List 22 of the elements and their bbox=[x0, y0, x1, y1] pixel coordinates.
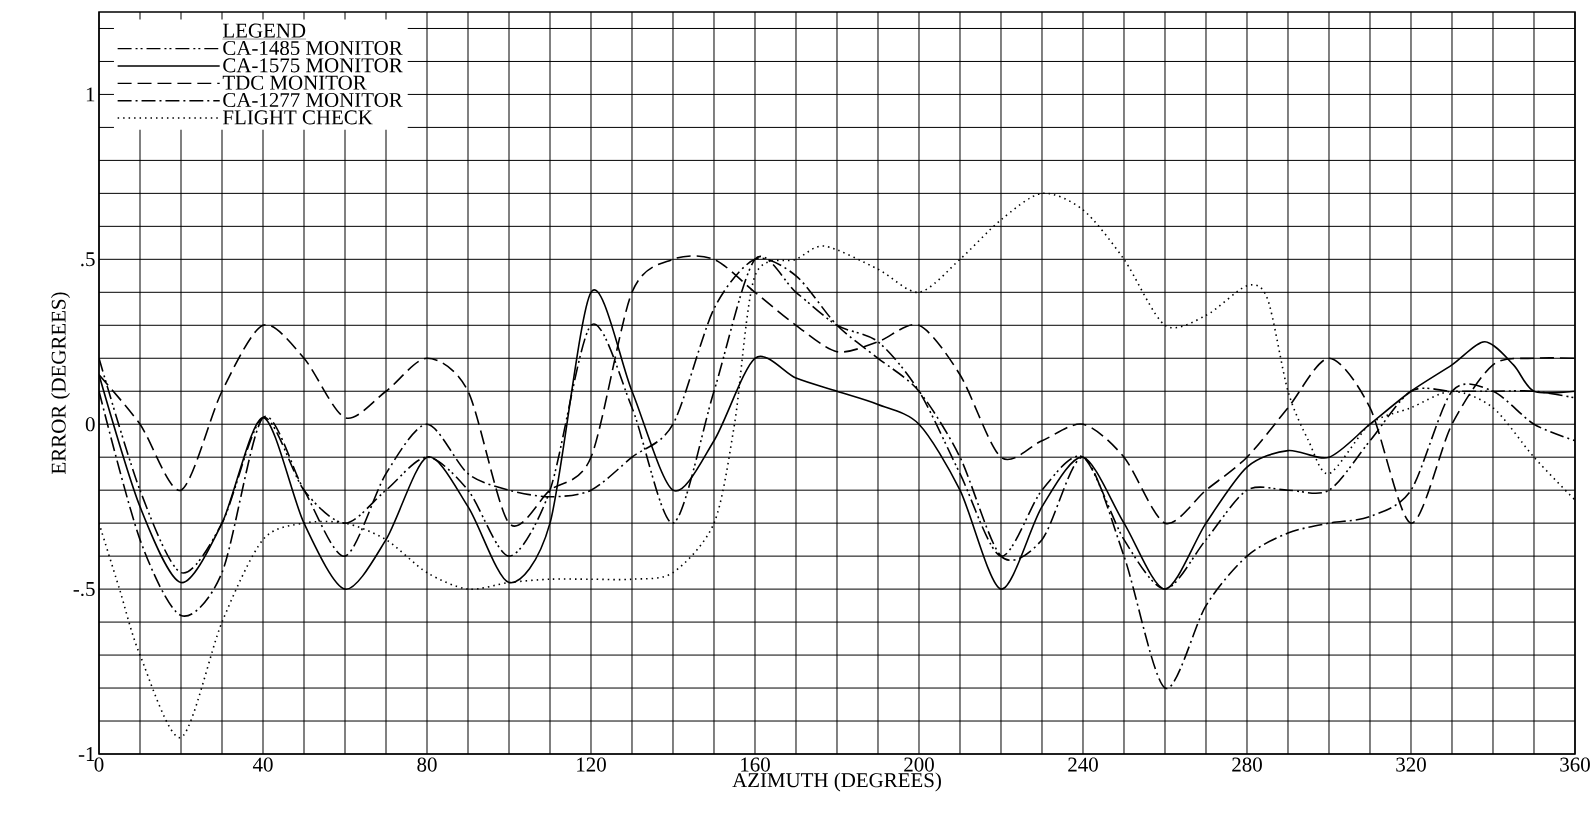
x-tick-label: 320 bbox=[1396, 757, 1426, 772]
x-tick-label: 200 bbox=[904, 757, 934, 772]
y-tick-label: 1 bbox=[86, 87, 95, 102]
y-tick-label: -.5 bbox=[73, 582, 95, 597]
x-tick-label: 120 bbox=[577, 757, 606, 772]
x-tick-label: 80 bbox=[417, 757, 437, 772]
x-axis-title: AZIMUTH (DEGREES) bbox=[732, 772, 941, 792]
y-tick-label: -1 bbox=[78, 747, 95, 761]
legend-label: CA-1485 MONITOR bbox=[223, 40, 403, 56]
legend-label: CA-1575 MONITOR bbox=[223, 58, 403, 73]
y-axis-title: ERROR (DEGREES) bbox=[51, 292, 70, 474]
legend-label: TDC MONITOR bbox=[222, 75, 367, 90]
legend-label: CA-1277 MONITOR bbox=[223, 93, 403, 108]
y-tick-label: .5 bbox=[81, 252, 95, 267]
legend-title: LEGEND bbox=[222, 23, 306, 38]
x-tick-label: 40 bbox=[252, 757, 273, 772]
x-tick-label: 360 bbox=[1560, 757, 1590, 772]
legend-label: FLIGHT CHECK bbox=[222, 110, 373, 125]
y-tick-label: 0 bbox=[85, 417, 95, 432]
x-tick-label: 280 bbox=[1232, 757, 1262, 772]
x-tick-label: 240 bbox=[1068, 757, 1098, 772]
x-tick-label: 160 bbox=[741, 757, 770, 772]
